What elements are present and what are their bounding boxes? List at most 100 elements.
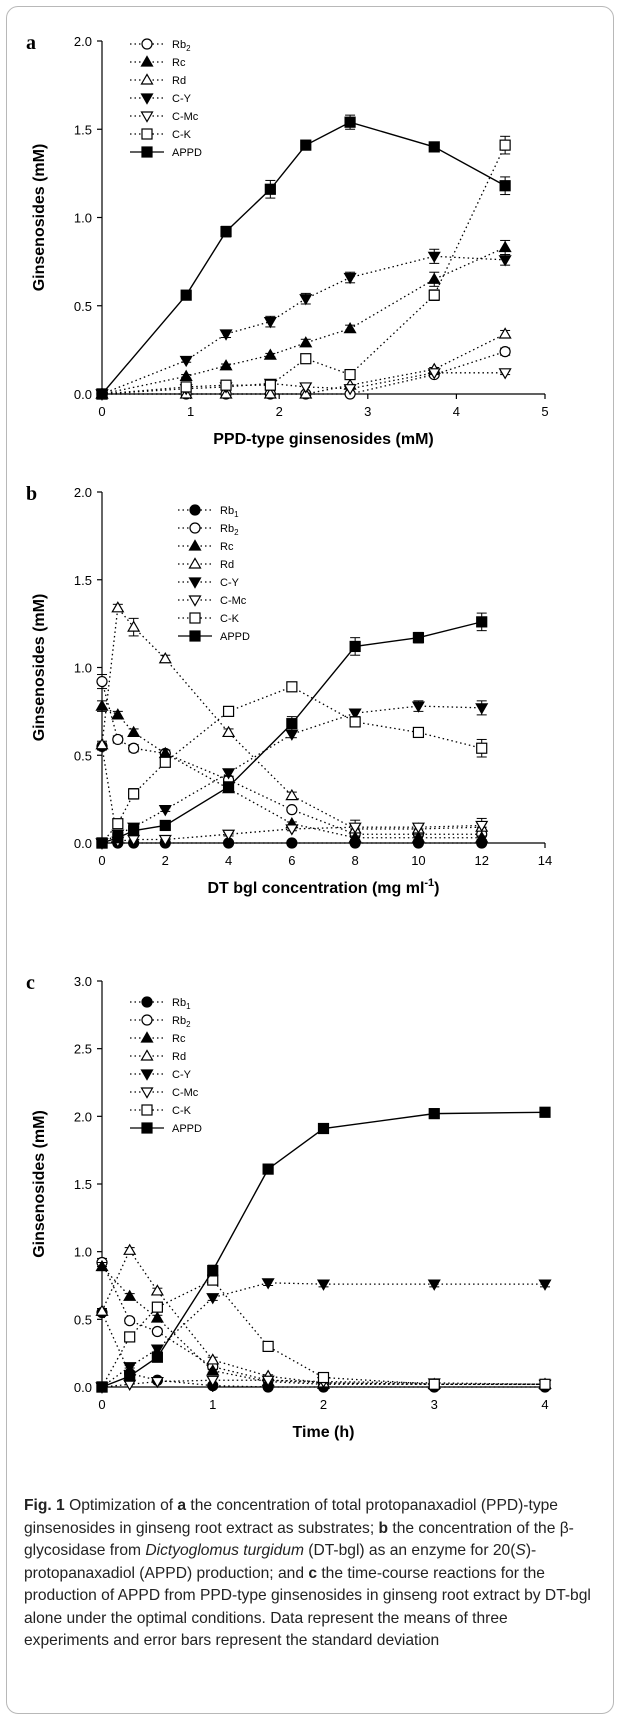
legend-label-b-appd: APPD (220, 631, 250, 643)
panel-label-c: c (26, 972, 35, 994)
point-a-rc-3 (263, 348, 277, 360)
legend-b: Rb1 Rb2 Rc Rd C-Y C-Mc C-K APPD (178, 504, 250, 643)
point-a-appd-5 (344, 116, 356, 128)
point-a-rc-6 (427, 272, 441, 284)
series-line-c-rd (101, 1248, 545, 1385)
point-b-appd-6 (349, 640, 361, 653)
legend-label-c-c-mc: C-Mc (172, 1087, 199, 1099)
point-a-c-mc-4 (299, 382, 313, 394)
point-b-c-k-6 (349, 716, 361, 728)
point-a-c-y-7 (498, 255, 512, 267)
y-tick-label-b-1: 0.5 (74, 748, 92, 763)
series-a-rc (95, 239, 512, 399)
legend-label-b-rd: Rd (220, 559, 234, 571)
legend-marker-c-c-mc (140, 1087, 154, 1099)
series-c-rd (95, 1243, 552, 1389)
point-a-rc-4 (299, 336, 313, 348)
point-c-c-y-6 (427, 1279, 441, 1291)
point-b-c-y-5 (285, 729, 299, 741)
y-tick-label-a-3: 1.5 (74, 122, 92, 137)
point-c-c-y-5 (316, 1279, 331, 1291)
point-c-c-y-1 (123, 1362, 137, 1374)
legend-marker-b-c-mc (188, 595, 202, 607)
legend-label-c-rb2: Rb2 (172, 1015, 191, 1029)
legend-marker-b-rd (188, 557, 202, 569)
point-b-rc-7 (411, 831, 425, 843)
point-b-c-k-3 (159, 756, 171, 768)
series-line-a-rc (101, 246, 506, 395)
point-c-rd-3 (206, 1353, 220, 1365)
x-axis-label-a: PPD-type ginsenosides (mM) (213, 431, 433, 448)
point-a-appd-1 (180, 289, 192, 301)
legend-label-a-rb2: Rb2 (172, 39, 191, 53)
x-tick-label-a-3: 3 (364, 404, 371, 419)
point-b-rc-8 (475, 831, 489, 843)
y-tick-label-c-5: 2.5 (74, 1042, 92, 1057)
y-tick-label-c-6: 3.0 (74, 974, 92, 989)
point-b-c-k-1 (112, 818, 124, 830)
legend-marker-c-appd (141, 1122, 153, 1134)
chart-panel-a: a 0.0 0.5 1.0 1.5 2.0 0 1 2 3 4 5 PPD-type ginsenosi… (26, 32, 549, 448)
x-tick-label-c-1: 1 (209, 1397, 216, 1412)
point-b-rc-0 (95, 699, 109, 711)
series-c-appd (96, 1106, 551, 1393)
legend-marker-b-appd (189, 630, 201, 642)
caption-ref-a: a (177, 1497, 187, 1514)
legend-marker-a-c-mc (140, 111, 154, 123)
legend-marker-a-c-k (141, 128, 153, 140)
point-c-c-k-2 (151, 1301, 163, 1313)
point-c-rc-1 (123, 1289, 137, 1301)
point-a-c-y-5 (343, 272, 357, 285)
point-c-appd-0 (96, 1381, 108, 1393)
point-a-c-y-6 (427, 251, 441, 264)
y-tick-label-b-4: 2.0 (74, 485, 92, 500)
point-a-rc-5 (343, 321, 357, 334)
point-c-rc-2 (150, 1311, 164, 1323)
y-tick-label-b-3: 1.5 (74, 573, 92, 588)
legend-marker-a-c-y (140, 93, 154, 105)
series-line-c-c-k (101, 1279, 545, 1388)
x-tick-label-b-7: 14 (538, 853, 552, 868)
point-c-rd-1 (123, 1243, 137, 1255)
legend-label-c-c-y: C-Y (172, 1069, 192, 1081)
legend-label-b-rb2: Rb2 (220, 523, 239, 537)
legend-marker-c-rb2 (141, 1014, 153, 1026)
series-line-c-c-y (101, 1282, 545, 1388)
point-b-rc-2 (127, 725, 141, 738)
legend-label-c-appd: APPD (172, 1123, 202, 1135)
point-b-appd-7 (412, 632, 425, 644)
point-a-c-mc-5 (343, 384, 357, 396)
caption-text-2: the concentration of total protopanaxadi… (24, 1497, 558, 1537)
point-c-c-y-3 (206, 1293, 220, 1305)
point-a-c-k-2 (220, 379, 232, 391)
legend-marker-c-rc (140, 1031, 154, 1043)
point-b-c-y-4 (222, 768, 236, 780)
x-axis-label-c: Time (h) (293, 1424, 355, 1441)
point-a-c-k-1 (180, 381, 192, 393)
point-a-appd-7 (499, 180, 511, 192)
point-b-rb1-5 (286, 837, 298, 849)
x-tick-label-b-1: 2 (162, 853, 169, 868)
legend-marker-a-rb2 (141, 38, 153, 50)
legend-label-a-appd: APPD (172, 147, 202, 159)
point-c-c-k-5 (317, 1371, 330, 1384)
legend-label-c-rd: Rd (172, 1051, 186, 1063)
series-b-rb2 (96, 674, 488, 840)
point-b-rb2-5 (286, 804, 298, 816)
point-a-rc-1 (179, 369, 193, 381)
point-a-c-k-7 (499, 139, 511, 151)
series-a-c-y (95, 248, 512, 401)
x-tick-label-a-2: 2 (276, 404, 283, 419)
figure-caption: Fig. 1 Optimization of a the concentrati… (24, 1495, 594, 1653)
y-tick-label-a-0: 0.0 (74, 387, 92, 402)
panel-label-b: b (26, 483, 37, 505)
y-tick-label-c-2: 1.0 (74, 1245, 92, 1260)
point-b-appd-4 (222, 781, 235, 793)
series-c-rb2 (96, 1256, 551, 1390)
point-a-c-y-2 (219, 329, 233, 341)
point-b-c-k-5 (286, 681, 298, 693)
legend-marker-c-c-y (140, 1069, 154, 1081)
point-a-rd-7 (498, 327, 512, 339)
point-a-appd-3 (264, 183, 276, 195)
caption-text-5: )-protopanaxadiol (APPD) production; and (24, 1542, 537, 1582)
